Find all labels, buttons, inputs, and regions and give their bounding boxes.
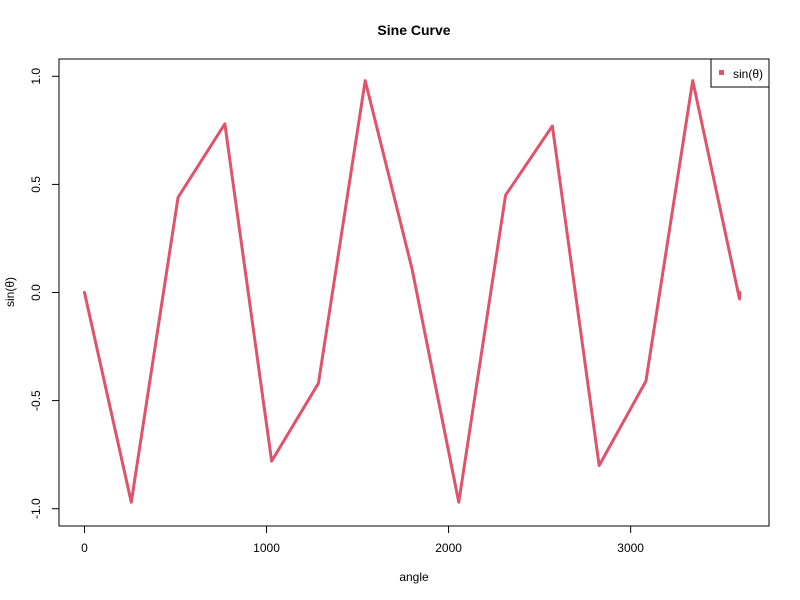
legend-swatch — [719, 70, 724, 75]
y-tick-label: -0.5 — [29, 390, 43, 411]
y-tick-label: 0.5 — [29, 176, 43, 193]
chart-title: Sine Curve — [377, 22, 450, 38]
x-tick-label: 3000 — [617, 541, 644, 555]
y-tick-label: 1.0 — [29, 68, 43, 85]
x-axis-label: angle — [399, 570, 429, 584]
x-axis: 0 1000 2000 3000 — [81, 525, 644, 555]
y-tick-label: 0.0 — [29, 284, 43, 301]
legend-entry-label: sin(θ) — [733, 67, 763, 81]
x-tick-label: 1000 — [253, 541, 280, 555]
legend: sin(θ) — [710, 58, 770, 88]
x-tick-label: 0 — [81, 541, 88, 555]
x-tick-label: 2000 — [435, 541, 462, 555]
series-layer — [82, 79, 742, 504]
series-line-sin — [82, 79, 742, 504]
y-axis: -1.0 -0.5 0.0 0.5 1.0 — [29, 68, 60, 519]
y-tick-label: -1.0 — [29, 498, 43, 519]
y-axis-label: sin(θ) — [3, 277, 17, 307]
